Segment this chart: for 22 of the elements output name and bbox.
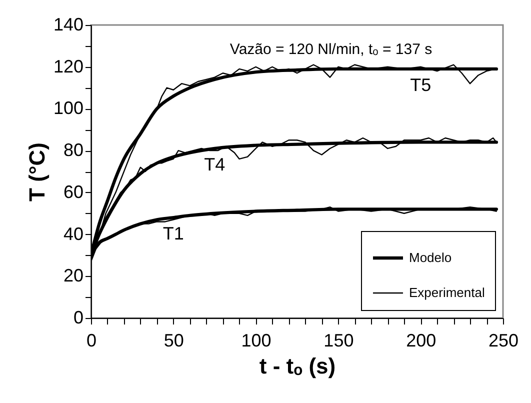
x-tick-label: 200 bbox=[406, 330, 436, 350]
legend-label: Modelo bbox=[409, 250, 452, 265]
y-tick-label: 20 bbox=[63, 266, 84, 286]
annotation: T5 bbox=[410, 74, 432, 95]
y-tick-label: 80 bbox=[63, 140, 84, 160]
y-tick-label: 40 bbox=[63, 224, 84, 244]
annotation: T4 bbox=[204, 154, 226, 174]
y-tick-label: 140 bbox=[53, 14, 84, 34]
y-tick-label: 120 bbox=[53, 56, 84, 76]
x-tick-label: 250 bbox=[488, 330, 519, 350]
y-tick-label: 0 bbox=[73, 308, 84, 328]
y-tick-label: 100 bbox=[53, 98, 84, 118]
x-tick-label: 0 bbox=[86, 330, 97, 350]
x-axis-title: t - tₒ (s) bbox=[259, 354, 336, 378]
x-tick-label: 50 bbox=[164, 330, 184, 350]
x-tick-label: 100 bbox=[241, 330, 272, 350]
x-tick-label: 150 bbox=[324, 330, 354, 350]
y-axis-title: T (°C) bbox=[24, 142, 50, 202]
annotation: T1 bbox=[162, 224, 184, 244]
annotation: Vazão = 120 Nl/min, tₒ = 137 s bbox=[230, 41, 432, 58]
legend-label: Experimental bbox=[409, 285, 485, 300]
y-tick-label: 60 bbox=[63, 182, 84, 202]
